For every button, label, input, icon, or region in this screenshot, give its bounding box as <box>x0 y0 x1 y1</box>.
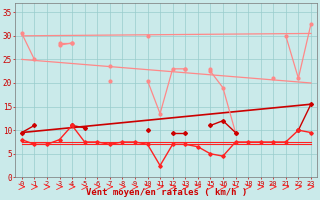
X-axis label: Vent moyen/en rafales ( km/h ): Vent moyen/en rafales ( km/h ) <box>86 188 247 197</box>
